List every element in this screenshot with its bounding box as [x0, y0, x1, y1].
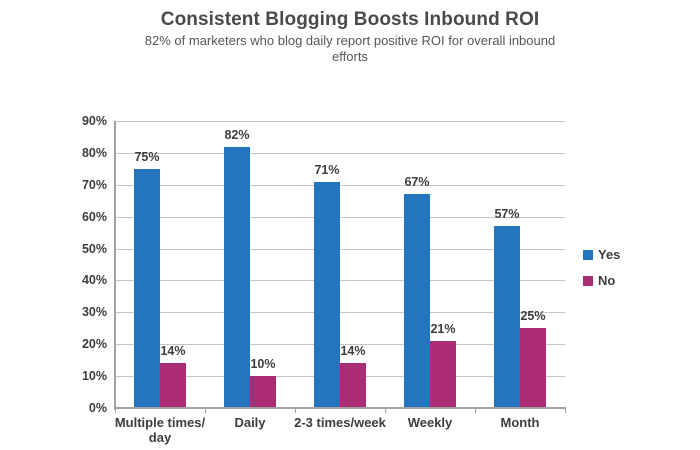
legend-item-no: No: [583, 273, 620, 288]
bar-value-label: 10%: [250, 357, 276, 372]
chart-title: Consistent Blogging Boosts Inbound ROI: [160, 9, 540, 30]
x-axis-category-label: Weekly: [407, 415, 453, 430]
gridline: [115, 216, 565, 218]
x-axis-category-label: Daily: [234, 415, 266, 430]
bar-yes-4: [404, 194, 430, 408]
x-axis-line: [114, 407, 566, 409]
y-axis-tick-label: 60%: [81, 209, 107, 224]
y-axis-tick-label: 30%: [81, 305, 107, 320]
x-axis-tick: [115, 409, 116, 413]
gridline: [115, 344, 565, 346]
bar-value-label: 67%: [404, 175, 430, 190]
legend-swatch-yes: [583, 249, 593, 260]
y-axis-tick-label: 40%: [81, 273, 107, 288]
bar-value-label: 21%: [430, 322, 456, 337]
bar-no-2: [250, 376, 276, 408]
bar-value-label: 57%: [494, 207, 520, 222]
bar-yes-1: [134, 168, 160, 408]
bar-yes-5: [494, 226, 520, 408]
y-axis-tick-label: 0%: [88, 401, 107, 415]
y-axis-tick-label: 70%: [81, 177, 107, 192]
x-axis-tick: [475, 409, 476, 413]
y-axis-tick-label: 50%: [81, 241, 107, 256]
x-axis-category-label: Month: [500, 415, 540, 430]
bar-value-label: 75%: [134, 149, 160, 164]
bar-no-4: [430, 341, 456, 408]
y-axis-line: [114, 121, 116, 410]
gridline: [115, 280, 565, 282]
x-axis-tick: [385, 409, 386, 413]
bar-value-label: 82%: [224, 127, 250, 142]
gridline: [115, 121, 565, 122]
bar-value-label: 71%: [314, 162, 340, 177]
bar-value-label: 14%: [340, 344, 366, 359]
x-axis-category-label: Multiple times/day: [114, 415, 206, 445]
bar-no-3: [340, 363, 366, 408]
y-axis-tick-label: 90%: [81, 114, 107, 128]
legend-item-yes: Yes: [583, 247, 620, 262]
bar-yes-3: [314, 181, 340, 408]
y-axis-tick-label: 80%: [81, 145, 107, 160]
y-axis-tick-label: 10%: [81, 369, 107, 384]
legend: Yes No: [583, 247, 620, 299]
x-axis-tick: [295, 409, 296, 413]
x-axis-category-label: 2-3 times/week: [294, 415, 386, 430]
gridline: [115, 248, 565, 250]
x-axis-tick: [565, 409, 566, 413]
legend-label-yes: Yes: [598, 247, 621, 262]
bar-value-label: 25%: [520, 309, 546, 324]
bar-no-1: [160, 363, 186, 408]
y-axis-tick-label: 20%: [81, 337, 107, 352]
chart-subtitle: 82% of marketers who blog daily report p…: [144, 33, 556, 64]
legend-label-no: No: [598, 273, 616, 288]
bar-yes-2: [224, 146, 250, 408]
bar-no-5: [520, 328, 546, 408]
bar-value-label: 14%: [160, 344, 186, 359]
gridline: [115, 152, 565, 154]
gridline: [115, 184, 565, 186]
x-axis-tick: [205, 409, 206, 413]
gridline: [115, 312, 565, 314]
legend-swatch-no: [583, 275, 593, 286]
